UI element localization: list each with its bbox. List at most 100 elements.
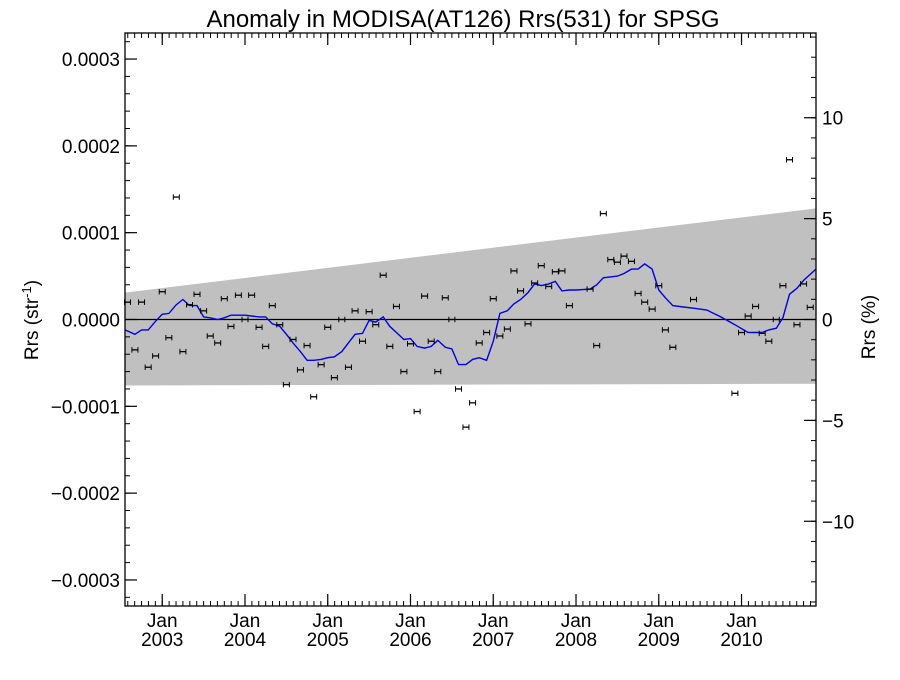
y2-tick-label: 0 [822, 311, 833, 332]
x-tick-month: Jan [147, 611, 178, 632]
data-point [351, 308, 359, 314]
data-point [655, 282, 663, 289]
data-point [455, 386, 463, 392]
data-point [359, 338, 367, 344]
y-axis-label: Rrs (str-1) [19, 280, 43, 360]
x-tick-month: Jan [726, 611, 757, 632]
running-mean-line [124, 263, 817, 366]
data-point [537, 262, 545, 269]
y2-axis-label: Rrs (%) [859, 295, 880, 359]
data-point [296, 367, 304, 373]
y2-tick-label: 10 [822, 109, 843, 130]
data-point [524, 321, 532, 327]
data-point [531, 280, 539, 286]
data-point [503, 326, 511, 332]
chart-title: Anomaly in MODISA(AT126) Rrs(531) for SP… [206, 6, 719, 33]
data-point [599, 210, 607, 217]
x-tick-year: 2007 [472, 630, 514, 651]
x-tick-month: Jan [230, 611, 261, 632]
data-point [661, 327, 669, 333]
data-point [765, 338, 773, 344]
data-point [372, 321, 380, 328]
y-tick-label: −0.0001 [51, 397, 120, 418]
y-tick-label: 0.0001 [62, 224, 120, 245]
data-point [214, 340, 222, 346]
data-point [744, 313, 752, 319]
data-point [400, 368, 408, 375]
y-tick-label: −0.0002 [51, 484, 120, 505]
data-point [607, 256, 615, 263]
data-point [255, 324, 263, 331]
x-tick-year: 2010 [720, 630, 762, 651]
y2-tick-label: −10 [822, 512, 854, 533]
data-point [200, 308, 208, 314]
data-point [738, 329, 746, 336]
data-point [407, 341, 415, 347]
data-point [317, 361, 325, 368]
data-point [152, 353, 160, 359]
x-tick-year: 2003 [141, 630, 183, 651]
axis-layer: 0.0003 0.0002 0.0001 0.0000 −0.0001 −0.0002 −0… [51, 32, 854, 651]
data-point [172, 194, 180, 200]
data-point [144, 364, 152, 370]
data-point [462, 424, 470, 430]
data-point [193, 291, 201, 298]
data-point [565, 302, 573, 309]
y2-tick-label: 5 [822, 210, 833, 231]
data-point [648, 306, 656, 312]
x-tick-year: 2006 [389, 630, 431, 651]
y-tick-label: 0.0003 [62, 50, 120, 71]
data-point [268, 302, 276, 309]
data-point [634, 290, 642, 297]
data-point [310, 394, 318, 400]
data-point [241, 316, 249, 323]
data-point [469, 400, 477, 406]
x-tick-year: 2005 [307, 630, 349, 651]
x-tick-month: Jan [478, 611, 509, 632]
data-point [731, 390, 739, 397]
data-point [234, 292, 242, 298]
data-point [289, 336, 297, 343]
data-point [690, 296, 698, 303]
y-tick-label: 0.0002 [62, 137, 120, 158]
data-point [806, 304, 814, 311]
data-point [179, 348, 187, 355]
axis-label-layer: Rrs (str-1) Rrs (%) [19, 280, 880, 360]
data-point [772, 316, 780, 323]
data-point [227, 323, 235, 330]
data-point [131, 347, 139, 353]
data-point [613, 259, 621, 265]
x-tick-year: 2004 [224, 630, 267, 651]
data-point [206, 333, 214, 339]
data-point [248, 292, 256, 298]
data-point [441, 295, 449, 301]
uncertainty-band-layer [125, 208, 816, 386]
data-point [220, 295, 228, 302]
data-point [489, 295, 497, 302]
uncertainty-band [125, 208, 816, 386]
data-point [165, 334, 173, 341]
data-point [593, 342, 601, 349]
data-point [545, 283, 553, 290]
running-mean-layer [124, 263, 817, 366]
data-point [379, 272, 387, 278]
x-tick-month: Jan [643, 611, 674, 632]
x-tick-month: Jan [312, 611, 343, 632]
data-point [186, 302, 194, 308]
data-point [262, 343, 270, 350]
data-point [138, 299, 146, 305]
data-point [276, 321, 284, 328]
data-point [620, 253, 628, 259]
data-point [386, 343, 394, 350]
y-tick-label: −0.0003 [51, 571, 120, 592]
data-point [517, 288, 525, 294]
data-point [338, 316, 346, 323]
data-point [758, 330, 766, 337]
data-point [448, 316, 456, 323]
data-point [793, 321, 801, 328]
data-point [324, 324, 332, 331]
data-point [786, 157, 794, 163]
x-tick-month: Jan [395, 611, 426, 632]
data-point [558, 268, 566, 274]
